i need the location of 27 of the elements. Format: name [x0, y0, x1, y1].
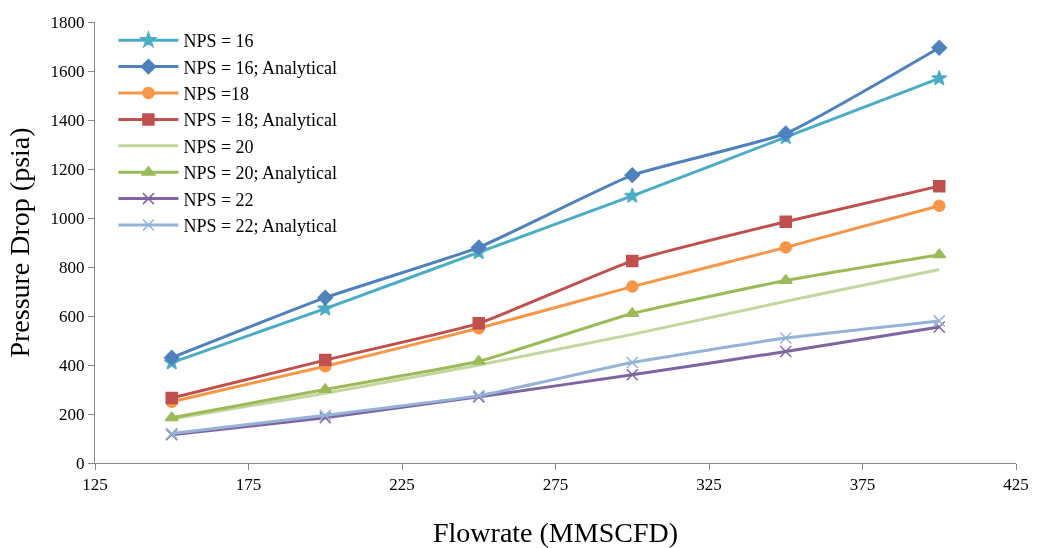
- legend-label: NPS = 20: [183, 136, 254, 157]
- y-tick-label: 800: [59, 257, 85, 277]
- x-tick-label: 325: [696, 475, 722, 495]
- legend-label: NPS = 22: [183, 189, 254, 210]
- y-tick-label: 0: [76, 453, 85, 473]
- legend-label: NPS = 20; Analytical: [183, 163, 338, 184]
- y-tick-label: 1400: [50, 110, 85, 130]
- legend-label: NPS = 18; Analytical: [183, 110, 338, 131]
- y-tick-label: 200: [59, 404, 85, 424]
- y-tick-label: 1000: [50, 208, 85, 228]
- x-tick-label: 175: [235, 475, 262, 495]
- x-tick-label: 425: [1003, 475, 1029, 495]
- legend-label: NPS = 16: [183, 31, 254, 52]
- legend-label: NPS =18: [183, 84, 250, 105]
- x-tick-label: 375: [849, 475, 876, 495]
- legend-label: NPS = 16; Analytical: [183, 57, 338, 78]
- y-axis-title: Pressure Drop (psia): [4, 127, 35, 358]
- y-tick-label: 1800: [50, 12, 85, 32]
- x-axis-title: Flowrate (MMSCFD): [432, 517, 679, 548]
- y-tick-label: 1200: [50, 159, 85, 179]
- legend-label: NPS = 22; Analytical: [183, 216, 338, 237]
- y-tick-label: 1600: [50, 61, 85, 81]
- x-tick-label: 225: [389, 475, 415, 495]
- x-tick-label: 275: [542, 475, 569, 495]
- y-tick-label: 400: [59, 355, 85, 375]
- x-tick-label: 125: [82, 475, 108, 495]
- y-tick-label: 600: [59, 306, 85, 326]
